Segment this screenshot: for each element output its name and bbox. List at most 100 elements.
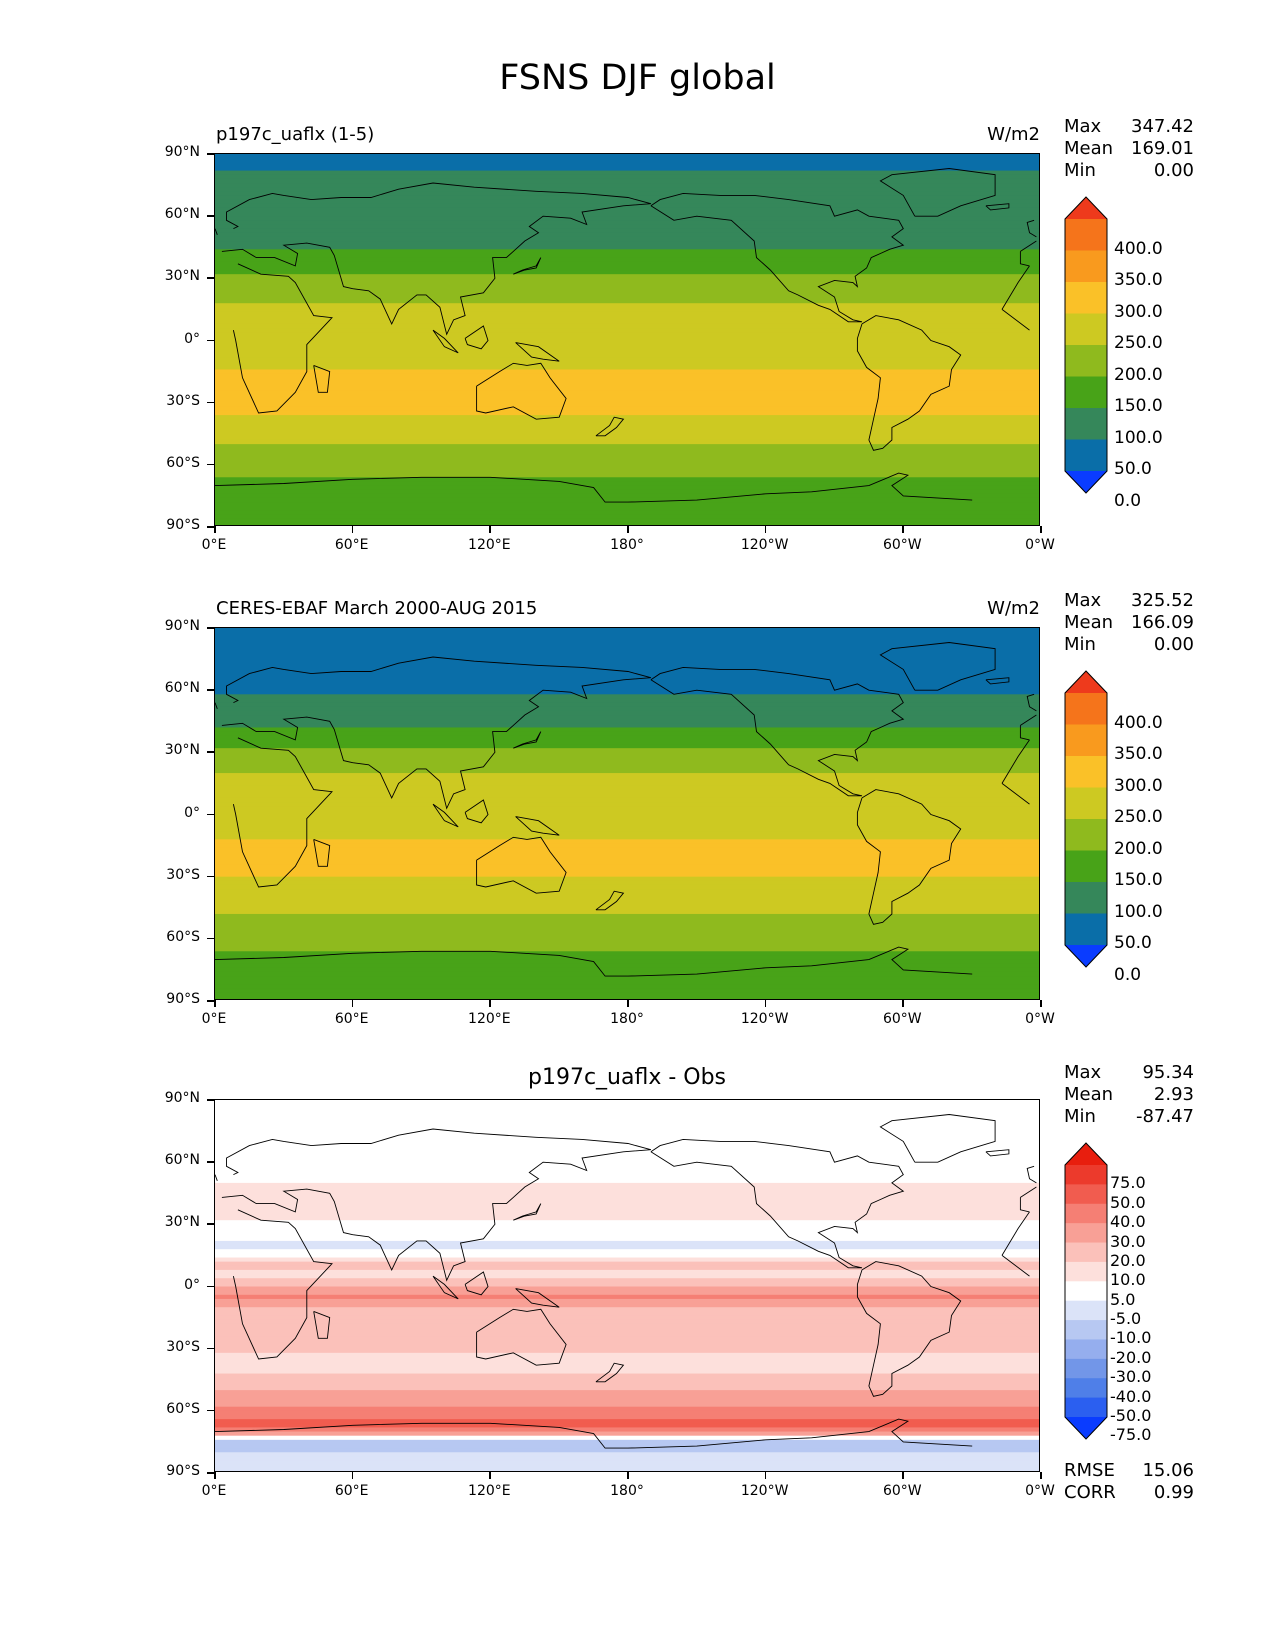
coastline-7	[215, 1418, 973, 1449]
colorbar-segment	[1065, 1242, 1107, 1263]
field-band	[215, 270, 1039, 275]
units-label: W/m2	[987, 598, 1040, 619]
field-band	[215, 984, 1039, 990]
field-band	[215, 860, 1039, 865]
field-band	[215, 497, 1039, 503]
y-tick-mark	[207, 627, 214, 629]
field-band	[215, 1373, 1039, 1379]
colorbar-tick-label: -20.0	[1110, 1347, 1152, 1367]
field-band	[215, 415, 1039, 420]
field-band	[215, 752, 1039, 758]
field-band	[215, 1340, 1039, 1346]
colorbar-extend-bottom	[1065, 945, 1107, 967]
colorbar-tick-label: 200.0	[1114, 364, 1163, 385]
y-tick-label: 90°S	[166, 517, 200, 533]
field-band	[215, 1153, 1039, 1159]
coastline-6	[879, 168, 996, 217]
field-band	[215, 522, 1039, 525]
colorbar-segment	[1065, 882, 1107, 914]
field-band	[215, 1377, 1039, 1383]
x-tick-mark	[489, 526, 491, 533]
units-label: W/m2	[987, 124, 1040, 145]
field-band	[215, 361, 1039, 366]
stat-value: 15.06	[1142, 1460, 1194, 1481]
field-band	[215, 1257, 1039, 1263]
field-band	[215, 719, 1039, 724]
field-band	[215, 410, 1039, 416]
colorbar-segment	[1065, 787, 1107, 820]
field-band	[215, 872, 1039, 878]
field-band	[215, 980, 1039, 986]
field-band	[215, 315, 1039, 321]
field-band	[215, 431, 1039, 437]
x-tick-label: 0°W	[1025, 1483, 1055, 1499]
x-tick-label: 0°E	[201, 1011, 227, 1027]
field-band	[215, 818, 1039, 824]
y-tick-label: 30°N	[164, 742, 200, 759]
field-band	[215, 926, 1039, 932]
y-tick-label: 90°S	[166, 991, 200, 1007]
field-band	[215, 1369, 1039, 1375]
field-band	[215, 636, 1039, 642]
field-band	[215, 1158, 1039, 1163]
y-tick-label: 60°S	[166, 928, 200, 945]
colorbar-extend-bottom	[1065, 471, 1107, 493]
field-band	[215, 381, 1039, 387]
colorbar-svg	[1064, 670, 1108, 968]
colorbar-tick-label: 350.0	[1114, 744, 1163, 764]
field-band	[215, 191, 1039, 197]
coastline-8	[595, 416, 625, 437]
coastline-13	[313, 838, 331, 867]
field-band	[215, 1361, 1039, 1366]
x-tick-mark	[1040, 526, 1042, 533]
field-band	[215, 789, 1039, 795]
x-tick-mark	[214, 1000, 216, 1007]
coastline-9	[513, 257, 542, 275]
x-tick-label: 180°	[610, 1483, 644, 1499]
field-band	[215, 938, 1039, 944]
field-band	[215, 1129, 1039, 1134]
field-band	[215, 257, 1039, 263]
colorbar-extend-bottom	[1065, 1417, 1107, 1439]
colorbar-segment	[1065, 1223, 1107, 1244]
x-tick-mark	[764, 1472, 767, 1479]
field-band	[215, 1427, 1039, 1433]
field-band	[215, 1261, 1039, 1267]
field-band	[215, 352, 1039, 358]
field-band	[215, 328, 1039, 333]
field-band	[215, 764, 1039, 770]
field-band	[215, 1431, 1039, 1437]
field-band	[215, 1307, 1039, 1312]
field-band	[215, 1149, 1039, 1155]
coastline-6	[879, 642, 996, 691]
field-band	[215, 1240, 1039, 1246]
field-band	[215, 183, 1039, 188]
field-band	[215, 1311, 1039, 1317]
field-band	[215, 851, 1039, 857]
field-band	[215, 756, 1039, 762]
field-band	[215, 810, 1039, 816]
coastline-11	[464, 325, 489, 350]
field-band	[215, 357, 1039, 362]
field-band	[215, 303, 1039, 308]
field-band	[215, 1269, 1039, 1275]
field-band	[215, 1323, 1039, 1329]
field-band	[215, 489, 1039, 495]
field-band	[215, 232, 1039, 238]
field-band	[215, 1286, 1039, 1292]
panel-title: p197c_uaflx (1-5)	[216, 124, 375, 145]
panel-title: p197c_uaflx - Obs	[527, 1065, 727, 1090]
y-tick-label: 30°N	[164, 1214, 200, 1231]
field-band	[215, 216, 1039, 221]
colorbar-segment	[1065, 913, 1107, 946]
coastline-5	[856, 1261, 962, 1397]
field-band	[215, 220, 1039, 226]
y-tick-mark	[207, 215, 214, 217]
field-band	[215, 282, 1039, 288]
field-band	[215, 884, 1039, 890]
colorbar-tick-label: 50.0	[1114, 459, 1152, 479]
map-panel-1: p197c_uaflx (1-5) W/m2 90°N 60°N 30°N 0° 30°S 6…	[0, 0, 1275, 553]
colorbar-tick-label: 400.0	[1114, 712, 1163, 733]
field-band	[215, 427, 1039, 433]
field-band	[215, 1100, 1039, 1105]
